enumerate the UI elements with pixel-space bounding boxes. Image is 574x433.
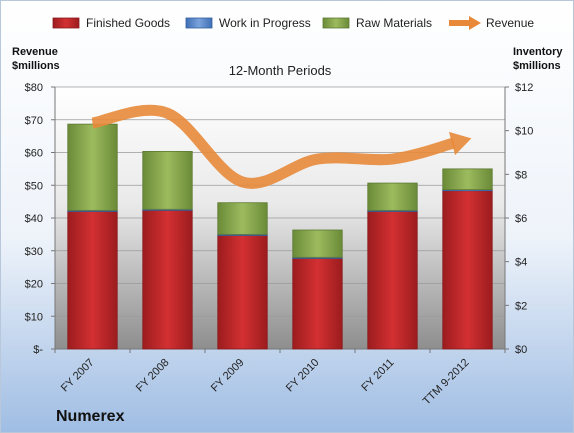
chart-title: 12-Month Periods	[229, 63, 332, 78]
right-tick-label: $8	[515, 169, 527, 181]
left-tick-label: $60	[25, 148, 43, 160]
left-tick-label: $80	[25, 82, 43, 94]
bar-finished-goods	[367, 211, 418, 350]
legend-label-finished-goods: Finished Goods	[86, 16, 170, 30]
left-tick-label: $30	[25, 246, 43, 258]
left-tick-label: $10	[25, 311, 43, 323]
left-tick-label: $50	[25, 180, 43, 192]
legend-label-raw-materials: Raw Materials	[356, 16, 432, 30]
left-tick-label: $20	[25, 279, 43, 291]
legend-swatch-finished-goods	[52, 17, 80, 29]
bar-raw-materials	[442, 168, 493, 191]
left-tick-label: $40	[25, 213, 43, 225]
legend-label-work-in-progress: Work in Progress	[219, 16, 311, 30]
bar-raw-materials	[67, 123, 118, 211]
company-name: Numerex	[56, 408, 125, 425]
right-tick-label: $2	[515, 300, 527, 312]
right-tick-label: $10	[515, 126, 533, 138]
right-tick-label: $4	[515, 257, 527, 269]
bar-finished-goods	[142, 209, 193, 350]
right-tick-label: $6	[515, 213, 527, 225]
legend-label-revenue: Revenue	[486, 16, 534, 30]
legend-arrow-revenue	[469, 16, 481, 30]
legend-swatch-raw-materials	[322, 17, 350, 29]
revenue-arrowhead	[448, 131, 472, 156]
right-tick-label: $0	[515, 344, 527, 356]
bar-finished-goods	[67, 211, 118, 350]
right-tick-label: $12	[515, 82, 533, 94]
left-axis-title-line1: Revenue	[12, 46, 58, 58]
right-axis-title-line1: Inventory	[513, 46, 563, 58]
left-axis-title-line2: $millions	[12, 60, 60, 72]
legend-swatch-work-in-progress	[185, 17, 213, 29]
right-axis-title-line2: $millions	[513, 60, 561, 72]
bar-raw-materials	[292, 229, 343, 258]
bar-raw-materials	[142, 151, 193, 210]
left-tick-label: $70	[25, 115, 43, 127]
bar-raw-materials	[367, 182, 418, 211]
bar-raw-materials	[217, 202, 268, 235]
bar-finished-goods	[292, 257, 343, 350]
bar-finished-goods	[217, 235, 268, 350]
bar-finished-goods	[442, 190, 493, 350]
revenue-line	[91, 104, 456, 189]
left-tick-label: $-	[33, 344, 43, 356]
